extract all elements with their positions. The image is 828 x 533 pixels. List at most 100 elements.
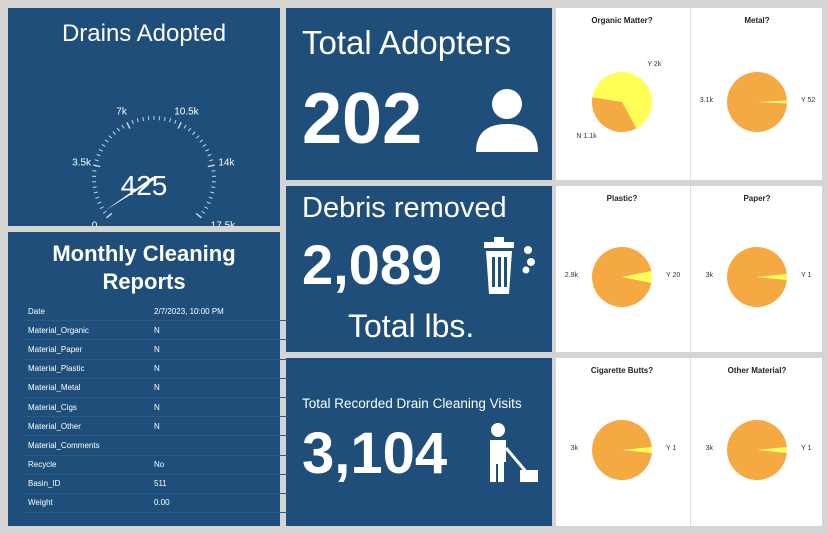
- pie-svg: [592, 247, 652, 307]
- gauge-tick: [211, 186, 216, 188]
- pie-chart: Plastic? Y 20 2.9k: [556, 186, 688, 352]
- pie-slice-label: 3k: [570, 445, 578, 452]
- pie-slice-yes[interactable]: [592, 72, 652, 129]
- pie-slice-no[interactable]: [592, 97, 637, 132]
- pie-slice-label: 3k: [705, 272, 713, 279]
- gauge-tick: [210, 191, 215, 194]
- pie-svg: [727, 420, 787, 480]
- report-row: Recycle No: [22, 455, 288, 475]
- gauge-tick: [99, 206, 104, 210]
- drains-adopted-gauge-panel: Drains Adopted 0 3.5k 7k 10.5k 14k 17.5k 425: [8, 8, 280, 226]
- total-adopters-panel: Total Adopters 202: [286, 8, 552, 180]
- pie-slice-yes[interactable]: [757, 446, 787, 454]
- pie-slice-yes[interactable]: [622, 270, 652, 284]
- report-field-name: Date: [22, 302, 148, 322]
- pie-chart: Other Material? Y 1 3k: [690, 358, 823, 526]
- gauge-dial: 0 3.5k 7k 10.5k 14k 17.5k: [72, 106, 236, 226]
- gauge-tick: [188, 127, 192, 132]
- report-field-value: N: [148, 378, 288, 398]
- pie-svg: [592, 420, 652, 480]
- gauge-tick-label: 3.5k: [72, 158, 92, 169]
- gauge-tick-label: 17.5k: [211, 221, 236, 226]
- report-row: Material_Metal N: [22, 378, 288, 398]
- gauge-tick: [131, 119, 134, 124]
- gauge-tick-label: 7k: [116, 106, 128, 117]
- report-row: Material_Comments: [22, 435, 288, 456]
- report-field-name: Material_Organic: [22, 320, 148, 341]
- report-row: Weight 0.00: [22, 493, 288, 514]
- report-field-value: [148, 435, 288, 456]
- report-row: Material_Organic N: [22, 320, 288, 341]
- gauge-tick: [93, 191, 98, 194]
- gauge-tick: [104, 139, 109, 143]
- pie-slice-no[interactable]: [727, 247, 787, 307]
- report-field-value: No: [148, 455, 288, 475]
- pie-slice-label: Y 1: [666, 445, 677, 452]
- report-field-name: Material_Metal: [22, 378, 148, 398]
- adopters-title: Total Adopters: [302, 24, 512, 61]
- cleaning-visits-panel: Total Recorded Drain Cleaning Visits 3,1…: [286, 358, 552, 526]
- gauge-tick: [201, 210, 206, 214]
- gauge-tick: [121, 124, 125, 129]
- gauge-tick-label: 0: [92, 221, 98, 226]
- pie-slice-label: Y 1: [801, 445, 812, 452]
- pie-title: Cigarette Butts?: [590, 366, 654, 375]
- pie-title: Paper?: [743, 194, 771, 203]
- pie-svg: [727, 247, 787, 307]
- gauge-tick: [163, 116, 166, 122]
- pie-slice-no[interactable]: [727, 420, 787, 480]
- gauge-tick: [116, 127, 120, 132]
- pie-slice-no[interactable]: [592, 247, 652, 307]
- report-field-name: Weight: [22, 493, 148, 514]
- gauge-tick: [106, 212, 113, 219]
- gauge-tick: [98, 148, 103, 152]
- trash-can-icon: [484, 237, 535, 294]
- report-field-name: Material_Paper: [22, 339, 148, 360]
- pie-slice-label: Y 1: [801, 272, 812, 279]
- report-row: Material_Plastic N: [22, 359, 288, 379]
- gauge-tick-label: 14k: [218, 158, 235, 169]
- report-field-value: N: [148, 359, 288, 379]
- person-icon: [476, 89, 538, 152]
- report-field-value: 0.00: [148, 493, 288, 514]
- gauge-tick: [169, 118, 172, 123]
- pie-title: Metal?: [744, 16, 770, 25]
- gauge-tick: [195, 212, 202, 219]
- pie-slice-yes[interactable]: [757, 273, 787, 281]
- gauge-title: Drains Adopted: [61, 20, 227, 47]
- pie-slice-label: 2.9k: [564, 272, 578, 279]
- debris-unit: Total lbs.: [348, 308, 475, 344]
- pie-chart: Metal? Y 52 3.1k: [690, 8, 823, 180]
- report-field-name: Basin_ID: [22, 474, 148, 494]
- report-field-value: 2/7/2023, 10:00 PM: [148, 302, 288, 322]
- report-row: Date 2/7/2023, 10:00 PM: [22, 302, 288, 322]
- reports-title: Monthly Cleaning Reports: [52, 241, 236, 294]
- monthly-cleaning-reports-panel: Monthly Cleaning Reports Date 2/7/2023, 1…: [8, 232, 288, 526]
- report-field-value: N: [148, 416, 288, 437]
- gauge-tick: [199, 139, 204, 143]
- report-field-value: 511: [148, 474, 288, 494]
- gauge-tick: [206, 201, 211, 205]
- pie-title: Organic Matter?: [591, 16, 653, 25]
- pie-slice-no[interactable]: [592, 420, 652, 480]
- reports-table: Date 2/7/2023, 10:00 PM Material_Organic N M…: [22, 302, 288, 514]
- gauge-tick: [204, 206, 209, 210]
- debris-value: 2,089: [302, 233, 443, 296]
- gauge-tick: [205, 148, 210, 152]
- pie-slice-yes[interactable]: [757, 100, 787, 104]
- report-field-value: N: [148, 320, 288, 341]
- report-field-name: Material_Other: [22, 416, 148, 437]
- gauge-tick: [195, 135, 200, 139]
- pie-slice-no[interactable]: [727, 72, 787, 133]
- gauge-tick: [96, 153, 101, 157]
- gauge-tick: [208, 196, 213, 199]
- debris-title: Debris removed: [302, 192, 507, 224]
- gauge-needle: [105, 176, 155, 211]
- pie-slice-yes[interactable]: [622, 446, 652, 454]
- pie-slice-label: Y 2k: [647, 61, 662, 69]
- pie-slice-label: N 1.1k: [576, 132, 597, 140]
- report-row: Basin_ID 511: [22, 474, 288, 494]
- pie-chart: Organic Matter? Y 2k N 1.1k: [556, 8, 688, 180]
- gauge-tick: [102, 210, 107, 214]
- gauge-tick: [126, 121, 131, 129]
